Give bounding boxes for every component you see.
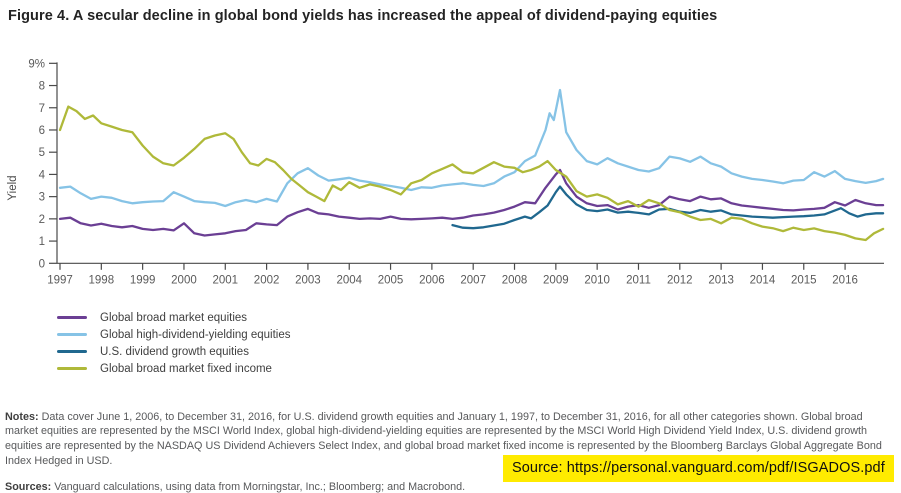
legend-label: U.S. dividend growth equities xyxy=(100,345,249,358)
series-line-4 xyxy=(58,105,885,242)
legend-swatch-icon xyxy=(57,350,87,353)
x-tick-label: 2008 xyxy=(502,274,528,286)
x-tick-label: 2016 xyxy=(832,274,858,286)
x-tick-label: 1998 xyxy=(89,274,115,286)
x-tick-label: 2003 xyxy=(295,274,321,286)
chart-legend: Global broad market equities Global high-… xyxy=(57,309,291,377)
legend-swatch-icon xyxy=(57,316,87,319)
x-tick-label: 2014 xyxy=(750,274,776,286)
series-line-3 xyxy=(451,185,885,230)
x-tick-label: 1999 xyxy=(130,274,156,286)
x-tick-label: 2012 xyxy=(667,274,693,286)
x-tick-label: 2006 xyxy=(419,274,445,286)
y-tick-label: 1 xyxy=(39,236,45,248)
y-axis-title: Yield xyxy=(7,175,19,200)
x-tick-label: 2013 xyxy=(708,274,734,286)
y-tick-label: 8 xyxy=(39,81,45,93)
legend-swatch-icon xyxy=(57,333,87,336)
source-url-highlight: Source: https://personal.vanguard.com/pd… xyxy=(503,455,894,482)
legend-item-1: Global broad market equities xyxy=(57,309,291,326)
legend-swatch-icon xyxy=(57,367,87,370)
x-tick-label: 2011 xyxy=(626,274,651,286)
sources-text: Sources: Vanguard calculations, using da… xyxy=(5,480,466,493)
x-tick-label: 2002 xyxy=(254,274,280,286)
y-tick-label: 6 xyxy=(39,125,45,137)
x-tick-label: 2004 xyxy=(336,274,362,286)
sources-label: Sources: xyxy=(5,480,52,493)
x-tick-label: 2015 xyxy=(791,274,817,286)
series-line-1 xyxy=(58,168,885,237)
y-tick-label: 7 xyxy=(39,103,45,115)
x-tick-label: 2007 xyxy=(460,274,486,286)
legend-label: Global broad market equities xyxy=(100,311,248,324)
figure-title: Figure 4. A secular decline in global bo… xyxy=(8,8,718,24)
notes-text: Notes: Data cover June 1, 2006, to Decem… xyxy=(5,410,882,467)
y-tick-label: 9% xyxy=(28,58,45,70)
y-tick-label: 0 xyxy=(39,258,45,270)
legend-item-3: U.S. dividend growth equities xyxy=(57,343,291,360)
legend-label: Global high-dividend-yielding equities xyxy=(100,328,291,341)
x-tick-label: 2009 xyxy=(543,274,569,286)
legend-label: Global broad market fixed income xyxy=(100,362,272,375)
x-tick-label: 2001 xyxy=(212,274,238,286)
y-tick-label: 5 xyxy=(39,147,45,159)
legend-item-2: Global high-dividend-yielding equities xyxy=(57,326,291,343)
y-tick-label: 2 xyxy=(39,214,45,226)
notes-label: Notes: xyxy=(5,410,39,423)
x-tick-label: 2005 xyxy=(378,274,404,286)
x-tick-label: 1997 xyxy=(47,274,73,286)
legend-item-4: Global broad market fixed income xyxy=(57,360,291,377)
x-tick-label: 2010 xyxy=(584,274,610,286)
y-tick-label: 3 xyxy=(39,192,45,204)
series-line-2 xyxy=(58,88,885,208)
x-tick-label: 2000 xyxy=(171,274,197,286)
y-tick-label: 4 xyxy=(39,169,46,181)
